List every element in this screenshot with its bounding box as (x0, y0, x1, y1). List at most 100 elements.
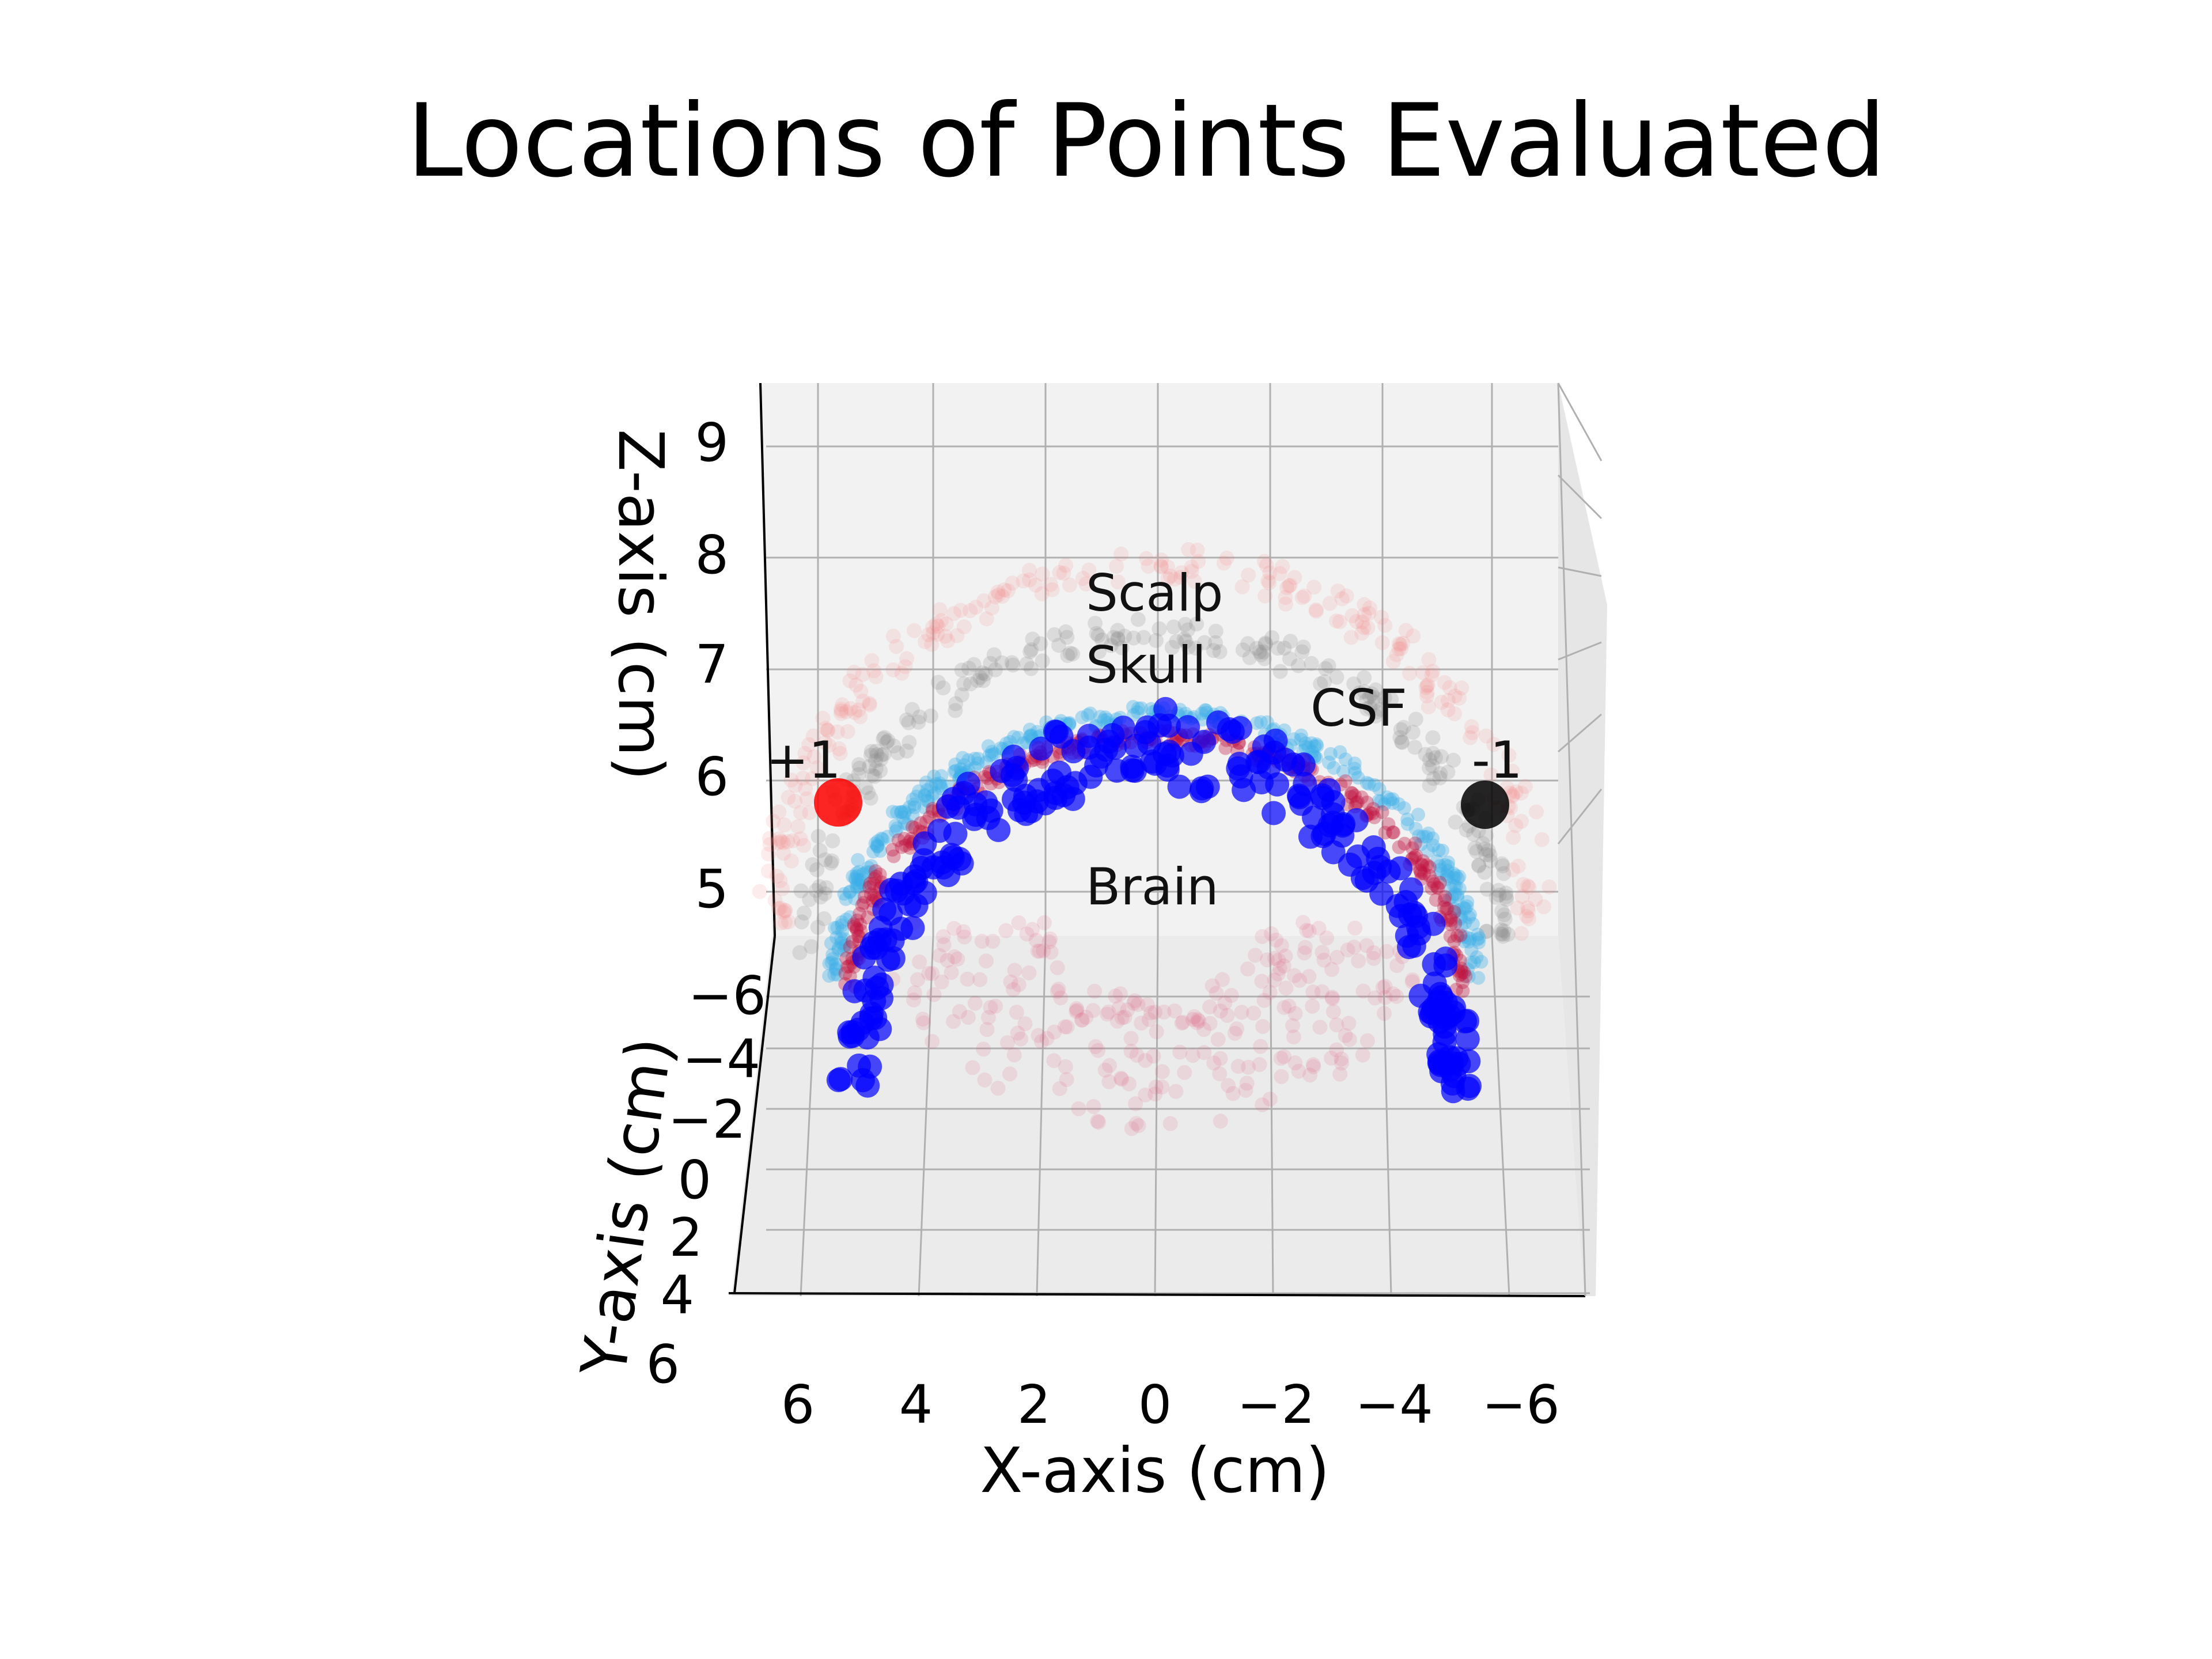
scalp-point (771, 901, 786, 916)
brain-interior-point (1219, 1007, 1235, 1023)
grid-line (1557, 789, 1603, 844)
outer-brain-point (1455, 964, 1469, 979)
csf-point (1450, 888, 1465, 902)
y-tick-label: 0 (677, 1149, 711, 1211)
skull-point (1058, 624, 1074, 639)
skull-point (1433, 766, 1448, 781)
csf-point (1447, 902, 1461, 916)
skull-point (1317, 661, 1333, 676)
brain-interior-point (936, 937, 952, 953)
brain-interior-point (1120, 1002, 1135, 1018)
csf-point (1362, 777, 1376, 791)
scalp-point (1357, 607, 1372, 623)
brain-interior-point (960, 1010, 976, 1025)
brain-interior-point (1324, 1050, 1339, 1066)
csf-point (1446, 866, 1461, 881)
outer-brain-point (854, 923, 868, 938)
brain-interior-point (1053, 990, 1069, 1006)
skull-point (1321, 658, 1336, 673)
scalp-point (1501, 748, 1517, 763)
scalp-point (1505, 787, 1520, 802)
scalp-point (847, 705, 862, 721)
scalp-point (925, 619, 941, 635)
scalp-point (987, 589, 1003, 605)
grid-lines (766, 382, 1603, 1297)
y-axis-line (733, 935, 776, 1294)
scalp-point (1154, 559, 1169, 575)
brain-interior-point (1241, 1059, 1256, 1075)
scalp-point (761, 846, 777, 862)
outer-brain-point (1405, 841, 1419, 855)
scalp-point (820, 722, 835, 738)
skull-point (805, 857, 820, 872)
scalp-point (1486, 737, 1502, 752)
scalp-point (862, 697, 877, 713)
brain-interior-point (1262, 984, 1278, 1000)
brain-surface-point (1298, 824, 1323, 849)
scalp-point (1272, 566, 1287, 581)
grid-line (1558, 566, 1602, 577)
outer-brain-point (1350, 795, 1365, 809)
scalp-point (1541, 879, 1557, 895)
outer-brain-point (1439, 902, 1453, 916)
skull-point (1494, 856, 1510, 872)
brain-interior-point (980, 1010, 996, 1025)
csf-point (850, 866, 864, 880)
skull-point (983, 656, 998, 671)
x-tick-label: 2 (1017, 1374, 1051, 1435)
brain-interior-point (1147, 1005, 1163, 1020)
skull-point (865, 767, 880, 783)
scalp-point (1279, 580, 1294, 596)
csf-point (839, 912, 853, 927)
chart-title: Locations of Points Evaluated (407, 83, 1886, 200)
brain-interior-point (1139, 997, 1155, 1013)
outer-brain-point (1443, 929, 1457, 944)
csf-point (907, 797, 922, 812)
outer-brain-point (1408, 836, 1422, 851)
skull-point (1283, 634, 1298, 649)
skull-point (1422, 778, 1437, 793)
scalp-point (777, 903, 793, 918)
csf-point (982, 748, 997, 763)
brain-interior-point (1085, 1003, 1101, 1018)
csf-point (903, 800, 917, 815)
scalp-point (1173, 565, 1189, 581)
scalp-point (1519, 908, 1535, 924)
skull-point (1164, 639, 1180, 655)
scalp-point (1354, 614, 1370, 630)
scalp-point (899, 651, 915, 666)
scalp-point (1184, 563, 1199, 579)
outer-brain-point (1409, 849, 1423, 863)
scalp-point (1415, 665, 1431, 680)
brain-interior-point (1069, 1003, 1085, 1018)
brain-surface-point (1077, 724, 1101, 748)
csf-point (1457, 901, 1471, 915)
skull-point (1208, 635, 1224, 650)
brain-interior-point (1212, 1066, 1228, 1082)
scalp-point (1334, 591, 1350, 607)
outer-brain-point (845, 934, 859, 949)
brain-interior-point (1341, 1016, 1357, 1031)
csf-point (1093, 710, 1108, 724)
csf-point (1449, 879, 1463, 893)
scalp-point (839, 704, 854, 719)
csf-point (1030, 725, 1044, 739)
outer-brain-point (840, 960, 855, 974)
brain-surface-point (1167, 774, 1192, 799)
skull-point (1094, 632, 1110, 647)
skull-point (1359, 692, 1374, 708)
scalp-point (862, 696, 877, 711)
scalp-point (1043, 577, 1058, 592)
brain-surface-point (956, 771, 980, 796)
outer-brain-point (885, 843, 900, 857)
skull-point (1329, 669, 1344, 685)
scalp-point (1166, 571, 1182, 587)
brain-interior-point (1087, 983, 1103, 999)
skull-point (1264, 630, 1280, 645)
csf-point (825, 952, 840, 966)
brain-interior-point (1059, 1019, 1075, 1035)
brain-interior-point (1050, 983, 1065, 999)
scalp-point (799, 791, 815, 806)
scalp-point (963, 603, 978, 619)
csf-point (918, 787, 932, 802)
